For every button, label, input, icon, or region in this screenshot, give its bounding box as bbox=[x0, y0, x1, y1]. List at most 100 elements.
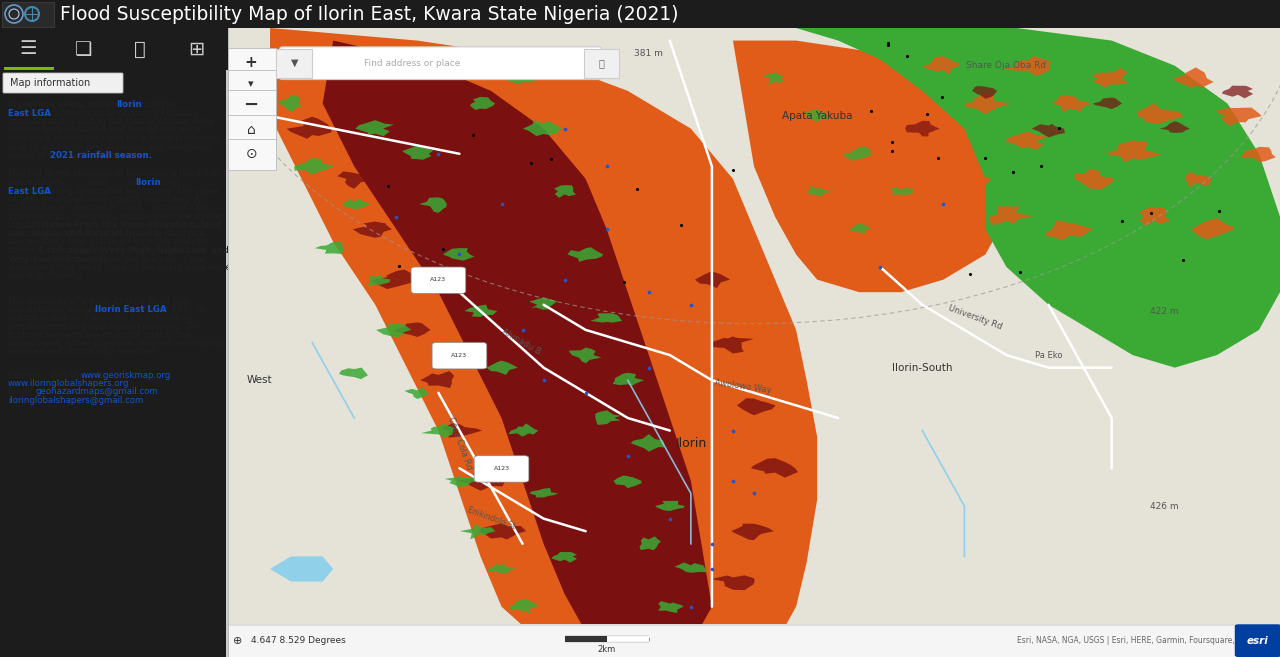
Text: map to aid better preparedness and mitigation: map to aid better preparedness and mitig… bbox=[8, 143, 211, 152]
Polygon shape bbox=[419, 197, 447, 213]
Text: ⓘ: ⓘ bbox=[134, 39, 146, 58]
Point bbox=[928, 152, 948, 163]
Polygon shape bbox=[909, 168, 947, 185]
Point bbox=[659, 513, 680, 524]
Polygon shape bbox=[460, 524, 495, 539]
Text: Ilorin-South: Ilorin-South bbox=[892, 363, 952, 373]
Polygon shape bbox=[1138, 103, 1184, 123]
Point bbox=[723, 476, 744, 486]
Polygon shape bbox=[613, 373, 644, 386]
Polygon shape bbox=[339, 367, 367, 379]
Text: Find address or place: Find address or place bbox=[364, 58, 461, 68]
Polygon shape bbox=[796, 28, 1280, 368]
Text: services and community members.: services and community members. bbox=[8, 348, 160, 357]
Polygon shape bbox=[323, 41, 712, 650]
Point bbox=[596, 161, 617, 171]
Polygon shape bbox=[874, 91, 919, 114]
Text: Ilorin: Ilorin bbox=[116, 100, 142, 109]
Polygon shape bbox=[675, 562, 707, 573]
Text: susceptibility map produced from the analysis: susceptibility map produced from the ana… bbox=[8, 237, 207, 246]
Polygon shape bbox=[733, 41, 1006, 292]
Text: ahead of the 2021 rainfall season.: ahead of the 2021 rainfall season. bbox=[8, 151, 156, 160]
Polygon shape bbox=[763, 72, 783, 85]
Text: ⊙: ⊙ bbox=[246, 147, 257, 161]
FancyBboxPatch shape bbox=[225, 116, 276, 146]
Text: 4 risk zones (Very High, High, Low, and: 4 risk zones (Very High, High, Low, and bbox=[38, 246, 229, 255]
FancyBboxPatch shape bbox=[279, 47, 602, 79]
FancyBboxPatch shape bbox=[225, 48, 276, 78]
Text: (distance from the river, elevation, land: (distance from the river, elevation, lan… bbox=[27, 221, 221, 229]
Text: Very low-risk zones). From the analysis, it was: Very low-risk zones). From the analysis,… bbox=[8, 254, 206, 263]
Polygon shape bbox=[590, 313, 622, 323]
Polygon shape bbox=[456, 470, 506, 491]
Polygon shape bbox=[712, 576, 755, 590]
Bar bbox=[228, 624, 1280, 625]
Polygon shape bbox=[479, 523, 526, 539]
Text: houses were damaged and households were: houses were damaged and households were bbox=[8, 125, 201, 135]
Text: Enikindolo St: Enikindolo St bbox=[466, 506, 516, 532]
Point bbox=[387, 212, 407, 222]
Point bbox=[975, 152, 996, 163]
Point bbox=[520, 158, 540, 169]
Polygon shape bbox=[552, 552, 577, 562]
Polygon shape bbox=[488, 564, 516, 573]
Point bbox=[882, 145, 902, 156]
Text: most especially during the rainfall season while: most especially during the rainfall seas… bbox=[8, 117, 214, 126]
Text: ⊕: ⊕ bbox=[233, 635, 243, 646]
Polygon shape bbox=[530, 298, 558, 310]
Point bbox=[918, 109, 938, 120]
Polygon shape bbox=[1242, 147, 1276, 162]
Point bbox=[639, 363, 659, 373]
Polygon shape bbox=[486, 361, 517, 375]
Polygon shape bbox=[568, 348, 602, 363]
Polygon shape bbox=[470, 97, 495, 110]
Text: 2021 rainfall season.: 2021 rainfall season. bbox=[50, 151, 152, 160]
Text: −: − bbox=[243, 96, 259, 114]
Point bbox=[1050, 122, 1070, 133]
Point bbox=[932, 92, 952, 102]
FancyBboxPatch shape bbox=[276, 49, 312, 78]
Text: East LGA using Geospatial Technology. The types: East LGA using Geospatial Technology. Th… bbox=[8, 187, 220, 196]
Polygon shape bbox=[1005, 131, 1048, 150]
Polygon shape bbox=[861, 132, 896, 150]
FancyBboxPatch shape bbox=[3, 2, 54, 27]
Text: Awolowo Way: Awolowo Way bbox=[714, 378, 773, 395]
Text: ❑: ❑ bbox=[76, 39, 92, 58]
Point bbox=[870, 261, 891, 272]
Text: use, slope, and Rainfall (mm) ): use, slope, and Rainfall (mm) ) bbox=[8, 229, 157, 238]
Polygon shape bbox=[287, 117, 332, 139]
Polygon shape bbox=[631, 434, 664, 451]
Text: Flood Susceptibility Map of Ilorin East, Kwara State Nigeria (2021): Flood Susceptibility Map of Ilorin East,… bbox=[60, 5, 678, 24]
Text: ▼: ▼ bbox=[291, 58, 298, 68]
Polygon shape bbox=[1052, 95, 1092, 113]
FancyBboxPatch shape bbox=[411, 267, 466, 294]
Polygon shape bbox=[508, 599, 538, 613]
Polygon shape bbox=[567, 247, 603, 262]
Text: indispensable as it provides for precaution,: indispensable as it provides for precaut… bbox=[8, 313, 195, 323]
Point bbox=[378, 180, 398, 191]
Text: Map information: Map information bbox=[10, 78, 91, 88]
Polygon shape bbox=[988, 206, 1033, 225]
Polygon shape bbox=[890, 187, 914, 195]
Polygon shape bbox=[808, 186, 835, 196]
Text: In previous years, settlements in: In previous years, settlements in bbox=[8, 100, 152, 109]
Text: esri: esri bbox=[1247, 635, 1268, 646]
Polygon shape bbox=[1139, 207, 1170, 226]
Polygon shape bbox=[1192, 218, 1234, 239]
Point bbox=[878, 38, 899, 49]
Text: Email:: Email: bbox=[8, 388, 37, 397]
Point bbox=[540, 153, 561, 164]
Polygon shape bbox=[404, 387, 429, 399]
Point bbox=[960, 269, 980, 280]
Polygon shape bbox=[965, 93, 1011, 114]
Point bbox=[861, 106, 882, 116]
Polygon shape bbox=[270, 28, 817, 657]
Point bbox=[723, 425, 744, 436]
Text: Coca Cola Rd: Coca Cola Rd bbox=[445, 415, 474, 471]
Text: preparedness and post-hazard planning. The: preparedness and post-hazard planning. T… bbox=[8, 322, 201, 331]
FancyBboxPatch shape bbox=[225, 90, 276, 120]
Polygon shape bbox=[372, 269, 415, 289]
Point bbox=[1140, 207, 1161, 217]
Polygon shape bbox=[1032, 124, 1065, 137]
Polygon shape bbox=[595, 410, 621, 425]
